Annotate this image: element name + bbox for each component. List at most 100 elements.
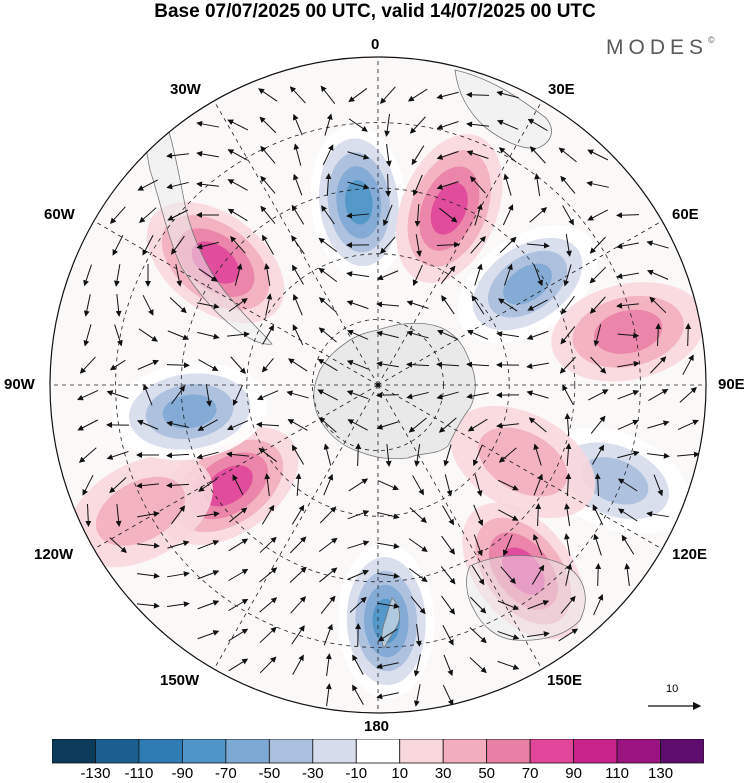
wind-vector: [436, 121, 459, 130]
wind-vector: [110, 206, 126, 224]
wind-vector: [320, 85, 336, 104]
lon-label-90w: 90W: [4, 376, 35, 393]
wind-vector: [502, 204, 514, 226]
wind-vector: [564, 533, 571, 556]
wind-vector: [497, 630, 520, 640]
wind-vector: [474, 263, 483, 286]
wind-vector: [320, 595, 336, 614]
colorbar-tick-label: -110: [124, 765, 154, 782]
wind-vector: [290, 596, 307, 614]
wind-vector: [558, 628, 579, 642]
antarctica: [313, 322, 476, 460]
wind-vector: [533, 443, 542, 466]
meridian: [377, 100, 543, 386]
wind-vector: [436, 151, 459, 160]
wind-vector: [260, 175, 276, 194]
wind-vector: [323, 443, 332, 466]
wind-vector: [196, 151, 219, 158]
wind-vector: [348, 478, 369, 492]
wind-vector: [595, 563, 602, 587]
wind-vector: [436, 91, 459, 100]
colorbar-tick-label: 50: [478, 765, 495, 782]
wind-vector: [289, 536, 307, 554]
wind-vector: [473, 534, 483, 557]
colorbar-swatch: [52, 739, 96, 764]
wind-vector: [136, 419, 159, 430]
wind-vector: [496, 422, 519, 429]
wind-vector: [415, 624, 422, 647]
wind-vector: [496, 331, 519, 338]
colorbar-swatch: [355, 739, 401, 764]
wind-vector: [436, 329, 459, 340]
wind-vectors: [77, 85, 700, 707]
wind-vector: [286, 390, 309, 399]
wind-vector: [232, 384, 243, 406]
wind-vector: [565, 234, 572, 257]
wind-vector: [171, 235, 185, 255]
wind-vector: [496, 90, 519, 99]
wind-vector: [587, 209, 609, 221]
anomaly-contour: [503, 263, 552, 305]
wind-vector: [376, 361, 399, 368]
wind-vector: [112, 234, 124, 256]
wind-vector: [535, 503, 542, 527]
anomaly-contour: [95, 476, 186, 546]
wind-vector: [408, 417, 427, 433]
wind-vector: [377, 602, 400, 609]
wind-vector: [352, 684, 364, 705]
wind-vector: [115, 504, 122, 527]
wind-vector: [260, 145, 276, 164]
wind-vector: [406, 391, 429, 400]
wind-vector: [228, 658, 249, 672]
wind-vector: [376, 330, 399, 339]
wind-vector: [408, 568, 428, 583]
wind-vector: [295, 473, 302, 497]
wind-vector: [593, 324, 602, 347]
wind-vector: [77, 389, 99, 401]
wind-vector: [469, 176, 486, 194]
colorbar-swatch: [225, 739, 270, 764]
wind-vector: [498, 509, 519, 521]
wind-vector: [289, 86, 306, 104]
wind-vector: [526, 390, 549, 399]
wind-vector: [169, 297, 187, 314]
wind-vector: [197, 630, 220, 640]
lon-label-120e: 120E: [672, 546, 708, 563]
colorbar-swatch: [529, 739, 574, 764]
wind-vector: [198, 478, 218, 492]
colorbar-swatch: [268, 739, 314, 764]
colorbar-tick-label: 110: [605, 765, 630, 782]
anomaly-contour: [430, 182, 468, 235]
wind-vector: [436, 241, 460, 248]
wind-vector: [533, 264, 543, 287]
wind-vector: [593, 533, 602, 556]
colorbar-swatch: [95, 739, 140, 764]
wind-vector: [324, 113, 333, 136]
wind-vector: [466, 150, 489, 159]
wind-vector: [261, 504, 275, 525]
wind-vector: [83, 264, 92, 287]
wind-vector: [166, 452, 190, 459]
wind-vector: [137, 542, 160, 549]
meridian: [377, 384, 543, 670]
anomaly-center-3: [551, 282, 706, 382]
wind-vector: [646, 269, 669, 280]
wind-vector: [677, 419, 699, 431]
wind-vector: [259, 536, 277, 553]
wind-vector: [197, 302, 220, 310]
wind-vector: [259, 626, 277, 643]
lon-label-30w: 30W: [170, 81, 201, 98]
colorbar-tick-label: -50: [258, 765, 281, 782]
wind-vector: [527, 299, 548, 311]
colorbar-swatch: [486, 739, 531, 764]
wind-vector: [617, 478, 638, 492]
wind-vector: [474, 203, 483, 226]
wind-vector: [259, 597, 278, 613]
colorbar-swatch: [616, 739, 661, 764]
vector-reference-arrow: [648, 701, 702, 711]
wind-vector: [291, 625, 305, 645]
wind-vector: [498, 147, 517, 163]
wind-vector: [319, 506, 337, 524]
wind-vector: [228, 568, 249, 582]
